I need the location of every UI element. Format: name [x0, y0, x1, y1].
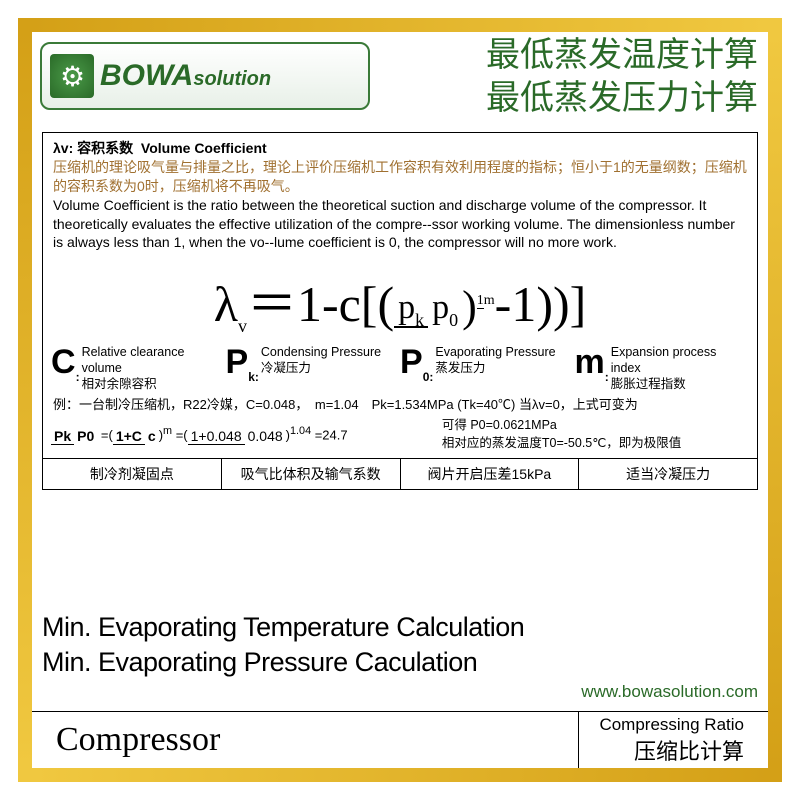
- content-box: λv: 容积系数 Volume Coefficient 压缩机的理论吸气量与排量…: [42, 132, 758, 490]
- example-row: PkP0 =(1+Cc)m =(1+0.0480.048)1.04 =24.7 …: [43, 413, 757, 458]
- cell-1: 吸气比体积及输气系数: [222, 459, 401, 489]
- title-en-line1: Min. Evaporating Temperature Calculation: [42, 610, 524, 645]
- ratio-en: Compressing Ratio: [599, 714, 744, 737]
- logo-icon: [50, 54, 94, 98]
- cell-3: 适当冷凝压力: [579, 459, 757, 489]
- title-english: Min. Evaporating Temperature Calculation…: [42, 610, 524, 680]
- definition-section: λv: 容积系数 Volume Coefficient 压缩机的理论吸气量与排量…: [43, 133, 757, 256]
- var-p0: P0:Evaporating Pressure蒸发压力: [400, 345, 575, 392]
- main-formula: λv＝1-c[(pkp0)1m-1))]: [43, 256, 757, 343]
- logo-box: BOWAsolution: [40, 42, 370, 110]
- f-exponent: 1m: [477, 294, 495, 308]
- var-m: m:Expansion process index膨胀过程指数: [575, 345, 750, 392]
- cell-0: 制冷剂凝固点: [43, 459, 222, 489]
- f-a: 1-c[(: [297, 276, 394, 332]
- example-formula: PkP0 =(1+Cc)m =(1+0.0480.048)1.04 =24.7: [51, 425, 442, 444]
- var-c: C:Relative clearance volume相对余隙容积: [51, 345, 226, 392]
- header: BOWAsolution 最低蒸发温度计算 最低蒸发压力计算: [30, 30, 770, 125]
- website-url: www.bowasolution.com: [581, 682, 758, 702]
- brand-big: BOWA: [100, 59, 193, 92]
- cell-2: 阀片开启压差15kPa: [401, 459, 580, 489]
- def-desc-en: Volume Coefficient is the ratio between …: [53, 197, 735, 251]
- f-lhs: λ: [214, 276, 238, 332]
- title-cn-line2: 最低蒸发压力计算: [370, 77, 758, 120]
- logo-text: BOWAsolution: [100, 59, 271, 93]
- def-name-en: Volume Coefficient: [141, 140, 267, 156]
- brand-small: solution: [193, 68, 271, 90]
- ratio-box: Compressing Ratio 压缩比计算: [578, 712, 768, 768]
- f-fraction: pkp0: [394, 291, 462, 329]
- title-chinese: 最低蒸发温度计算 最低蒸发压力计算: [370, 30, 770, 125]
- f-eq: ＝: [247, 276, 297, 332]
- def-name-cn: 容积系数: [77, 140, 133, 156]
- example-prefix: 例：一台制冷压缩机，R22冷媒，C=0.048， m=1.04 Pk=1.534…: [43, 394, 757, 413]
- f-b: -1))]: [495, 276, 587, 332]
- def-symbol: λv:: [53, 140, 73, 156]
- compressor-label: Compressor: [32, 721, 578, 759]
- f-lhs-sub: v: [238, 316, 247, 336]
- variables-row: C:Relative clearance volume相对余隙容积 Pk:Con…: [43, 343, 757, 394]
- title-cn-line1: 最低蒸发温度计算: [370, 34, 758, 77]
- example-result: 可得 P0=0.0621MPa 相对应的蒸发温度T0=-50.5℃，即为极限值: [442, 417, 749, 452]
- def-desc-cn: 压缩机的理论吸气量与排量之比，理论上评价压缩机工作容积有效利用程度的指标；恒小于…: [53, 159, 747, 194]
- var-pk: Pk:Condensing Pressure冷凝压力: [226, 345, 401, 392]
- bottom-cells: 制冷剂凝固点 吸气比体积及输气系数 阀片开启压差15kPa 适当冷凝压力: [43, 458, 757, 489]
- page: BOWAsolution 最低蒸发温度计算 最低蒸发压力计算 λv: 容积系数 …: [0, 0, 800, 800]
- title-en-line2: Min. Evaporating Pressure Caculation: [42, 645, 524, 680]
- footer-row: Compressor Compressing Ratio 压缩比计算: [32, 711, 768, 768]
- ratio-cn: 压缩比计算: [599, 737, 744, 767]
